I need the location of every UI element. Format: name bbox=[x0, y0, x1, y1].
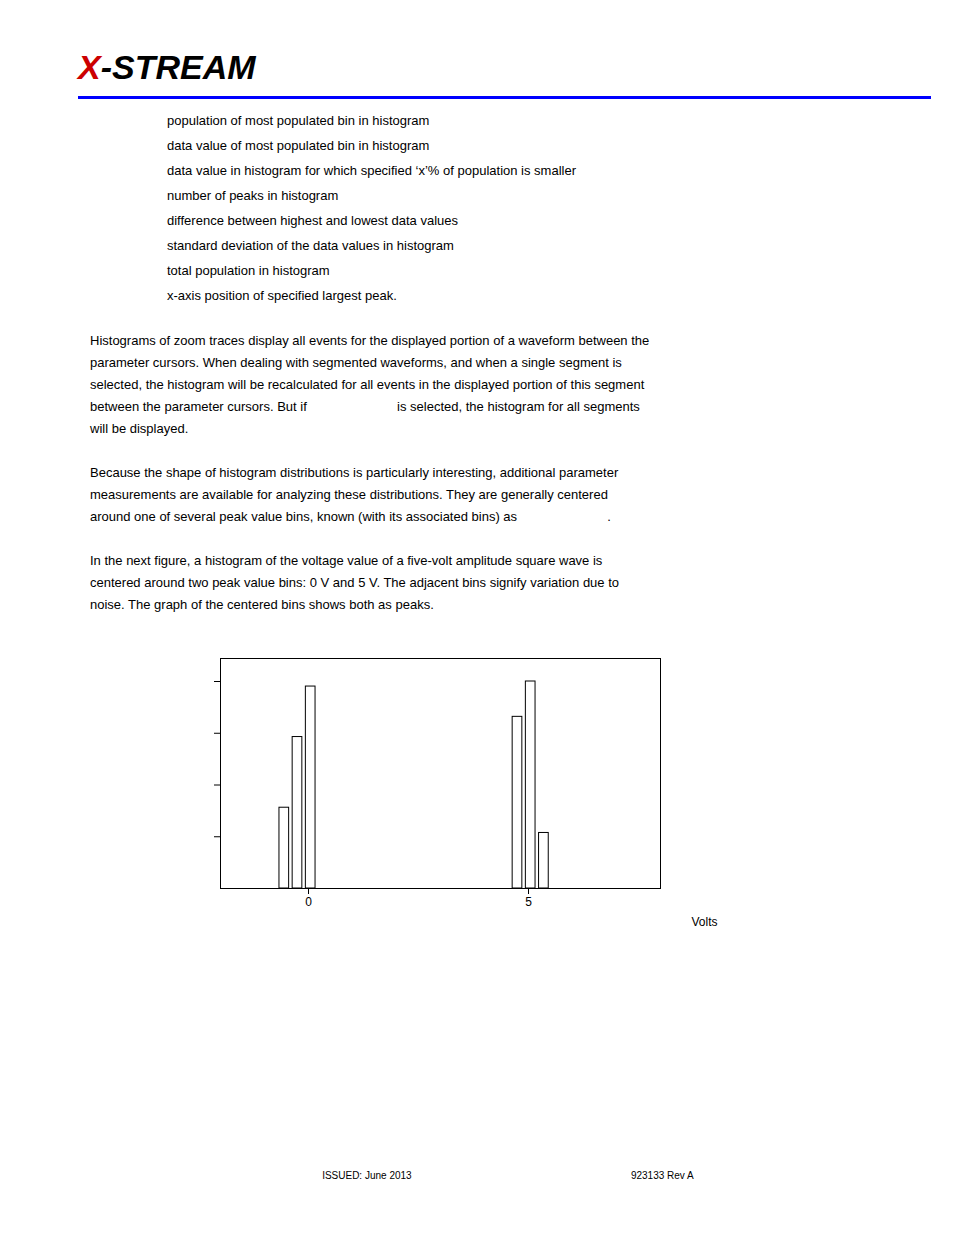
html-text:between the parameter cursors.: between the parameter cursors. But if is… bbox=[90, 399, 640, 414]
html-text:standard deviation of the data: standard deviation of the data values in… bbox=[167, 238, 454, 253]
html-text:x-axis position of specified l: x-axis position of specified largest pea… bbox=[167, 288, 397, 303]
html-text:ISSUED: June 2013: ISSUED: June 2013 bbox=[322, 1170, 412, 1181]
html-text:around one of several peak val: around one of several peak value bins, k… bbox=[90, 509, 611, 524]
html-text:Histograms of zoom traces disp: Histograms of zoom traces display all ev… bbox=[90, 333, 650, 348]
html-text:X -STREAM: X -STREAM bbox=[78, 48, 256, 86]
svg-text:0: 0 bbox=[305, 895, 312, 909]
html-text:will be displayed.: will be displayed. bbox=[90, 421, 189, 436]
html-text:parameter cursors. When dealin: parameter cursors. When dealing with seg… bbox=[90, 355, 622, 370]
html-text:data value of most populated b: data value of most populated bin in hist… bbox=[167, 138, 430, 153]
html-text:noise. The graph of the center: noise. The graph of the centered bins sh… bbox=[90, 597, 434, 612]
html-text:total population in histogram: total population in histogram bbox=[167, 263, 330, 278]
html-text:population of most populated b: population of most populated bin in hist… bbox=[167, 113, 430, 128]
html-text:number of peaks in histogram: number of peaks in histogram bbox=[167, 188, 339, 203]
html-text:923133 Rev A: 923133 Rev A bbox=[630, 1170, 694, 1181]
svg-text:Volts: Volts bbox=[691, 915, 717, 929]
html-text:measurements are available for: measurements are available for analyzing… bbox=[90, 487, 608, 502]
html-text:In the next figure, a histogra: In the next figure, a histogram of the v… bbox=[90, 553, 603, 568]
html-text:centered around two peak value: centered around two peak value bins: 0 V… bbox=[90, 575, 619, 590]
html-text:data value in histogram for wh: data value in histogram for which specif… bbox=[167, 163, 576, 178]
html-text:difference between highest and: difference between highest and lowest da… bbox=[167, 213, 458, 228]
svg-text:5: 5 bbox=[525, 895, 532, 909]
html-text:Because the shape of histogram: Because the shape of histogram distribut… bbox=[90, 465, 619, 480]
html-text:selected, the histogram will b: selected, the histogram will be recalcul… bbox=[90, 377, 645, 392]
